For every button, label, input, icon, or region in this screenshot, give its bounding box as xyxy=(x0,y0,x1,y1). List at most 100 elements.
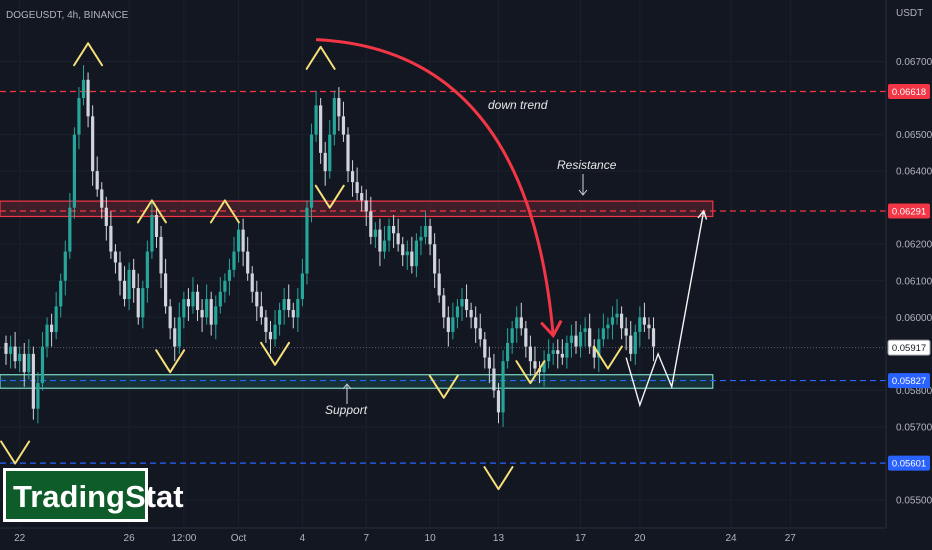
candle-body xyxy=(428,225,432,245)
candle xyxy=(150,200,154,259)
candle-body xyxy=(287,299,291,311)
candle xyxy=(492,353,496,398)
candle-body xyxy=(569,335,574,343)
price-tick-label: 0.06700 xyxy=(896,57,932,68)
candle-body xyxy=(574,335,578,347)
time-tick-label: 26 xyxy=(124,533,136,544)
resistance-price-tag: 0.06291 xyxy=(888,203,930,219)
price-axis[interactable]: 0.06700 0.06500 0.06400 0.06200 0.06100 0.060… xyxy=(896,57,932,507)
candle-body xyxy=(487,357,491,369)
candle-body xyxy=(54,306,58,332)
price-tick-label: 0.06100 xyxy=(896,276,932,287)
candle-body xyxy=(474,317,478,329)
candle xyxy=(496,383,501,424)
candle-body xyxy=(647,324,651,329)
candle-body xyxy=(405,251,409,256)
candle xyxy=(118,251,122,296)
swing-up-marker xyxy=(136,199,167,224)
candle xyxy=(364,189,368,226)
candle-body xyxy=(528,346,532,362)
candle xyxy=(328,119,332,179)
candle-body xyxy=(638,317,642,332)
candle xyxy=(483,331,487,369)
candle xyxy=(528,335,532,376)
time-axis[interactable]: 22 26 12:00 Oct 4 7 10 13 17 20 24 27 xyxy=(14,533,796,544)
candle xyxy=(478,313,482,347)
candle-body xyxy=(610,317,615,325)
candle xyxy=(59,273,63,318)
candle-body xyxy=(300,273,304,300)
candle-body xyxy=(241,229,245,252)
candle xyxy=(278,302,282,336)
candle xyxy=(164,258,168,314)
candle-body xyxy=(127,269,131,300)
resistance-pointer-icon xyxy=(578,174,588,196)
candle-body xyxy=(396,233,400,245)
candle xyxy=(36,372,40,424)
candle-body xyxy=(601,328,605,340)
down-trend-arrow xyxy=(316,38,555,336)
candle xyxy=(236,222,241,263)
candle-body xyxy=(624,328,628,336)
candle-body xyxy=(364,200,368,212)
candle-body xyxy=(250,273,254,292)
swing-down-marker xyxy=(0,440,31,465)
support-zone xyxy=(0,374,714,389)
candle-body xyxy=(154,215,159,237)
candle xyxy=(13,331,17,369)
price-tick-label: 0.06200 xyxy=(896,240,932,251)
candle xyxy=(615,299,619,325)
candle xyxy=(63,240,67,296)
candle xyxy=(378,218,382,267)
swing-down-marker xyxy=(515,360,546,385)
candle-body xyxy=(620,313,624,329)
candle-body xyxy=(615,313,619,318)
price-tick-label: 0.05500 xyxy=(896,496,932,507)
price-tag-label: 0.06291 xyxy=(892,206,926,217)
candle xyxy=(109,211,113,259)
swing-down-marker xyxy=(260,341,291,366)
candle xyxy=(68,193,72,259)
candle-body xyxy=(651,328,656,347)
support-price-tag: 0.05601 xyxy=(888,455,930,471)
candle xyxy=(638,306,642,347)
candle xyxy=(487,346,491,384)
candle-body xyxy=(506,342,510,362)
candle-body xyxy=(433,244,437,274)
candle xyxy=(633,324,637,365)
candle-body xyxy=(136,288,140,318)
candle-body xyxy=(40,346,45,384)
candle xyxy=(651,317,656,362)
price-tag-box xyxy=(888,455,930,471)
candle xyxy=(145,240,149,303)
candle xyxy=(191,277,195,314)
candle-body xyxy=(314,105,318,135)
candle xyxy=(610,306,615,340)
candle xyxy=(86,72,90,128)
candle-body xyxy=(469,310,473,318)
candle xyxy=(588,313,592,354)
candle xyxy=(173,317,177,362)
candle xyxy=(182,291,186,329)
candle xyxy=(18,346,22,373)
candle-body xyxy=(437,273,441,296)
candle xyxy=(127,262,131,311)
candle-body xyxy=(273,324,277,340)
candle xyxy=(405,240,409,270)
candle xyxy=(177,302,181,354)
candle-body xyxy=(451,317,455,332)
candle xyxy=(337,87,341,131)
candle-body xyxy=(346,134,350,172)
price-tick-label: 0.05800 xyxy=(896,386,932,397)
candle-body xyxy=(81,79,86,99)
candle-body xyxy=(27,353,31,373)
candle xyxy=(319,98,323,164)
candle-body xyxy=(387,225,391,241)
candle-body xyxy=(328,134,332,172)
candle xyxy=(31,346,35,420)
candle-body xyxy=(556,350,560,354)
candle-body xyxy=(542,361,546,373)
candle-body xyxy=(232,251,236,270)
candle-body xyxy=(606,324,610,329)
